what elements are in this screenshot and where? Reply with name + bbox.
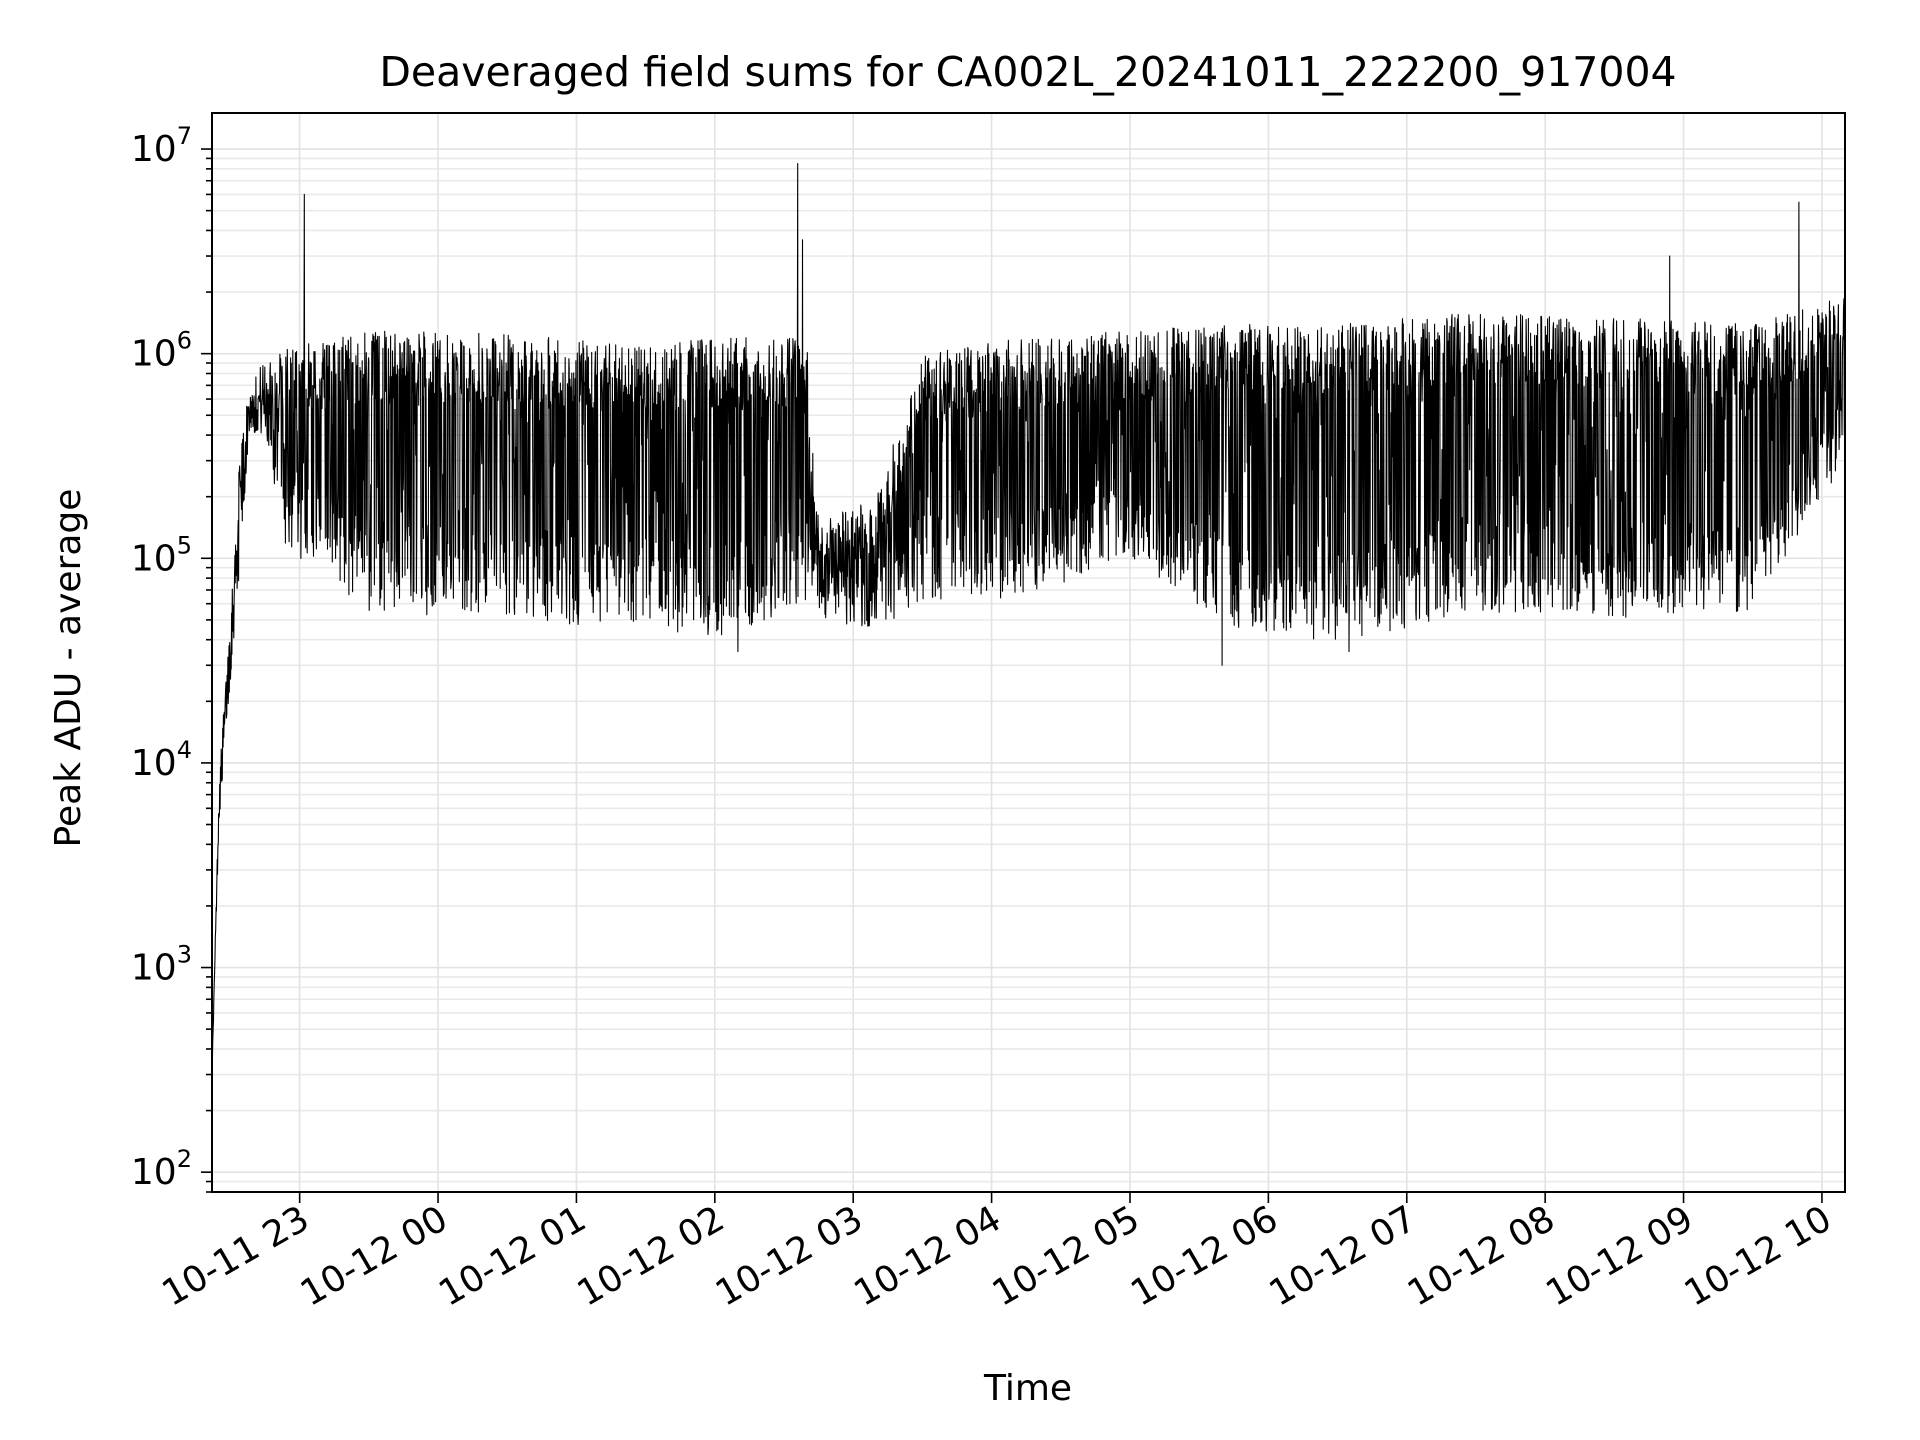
series-line: [211, 162, 1846, 1075]
y-axis-label: Peak ADU - average: [48, 489, 89, 848]
x-axis-label: Time: [983, 1368, 1072, 1409]
chart-title: Deaveraged field sums for CA002L_2024101…: [379, 48, 1676, 96]
series-layer: [211, 162, 1846, 1075]
y-tick-label: 102: [131, 1145, 192, 1193]
axes-frame: [211, 112, 1846, 1193]
y-tick-label: 107: [131, 122, 192, 170]
y-tick-label: 106: [131, 327, 192, 375]
y-tick-label: 105: [131, 531, 192, 579]
y-axis-ticks: 102 103 104 105 106 107: [131, 122, 212, 1193]
y-tick-label: 104: [131, 736, 192, 784]
y-tick-label: 103: [131, 941, 192, 989]
